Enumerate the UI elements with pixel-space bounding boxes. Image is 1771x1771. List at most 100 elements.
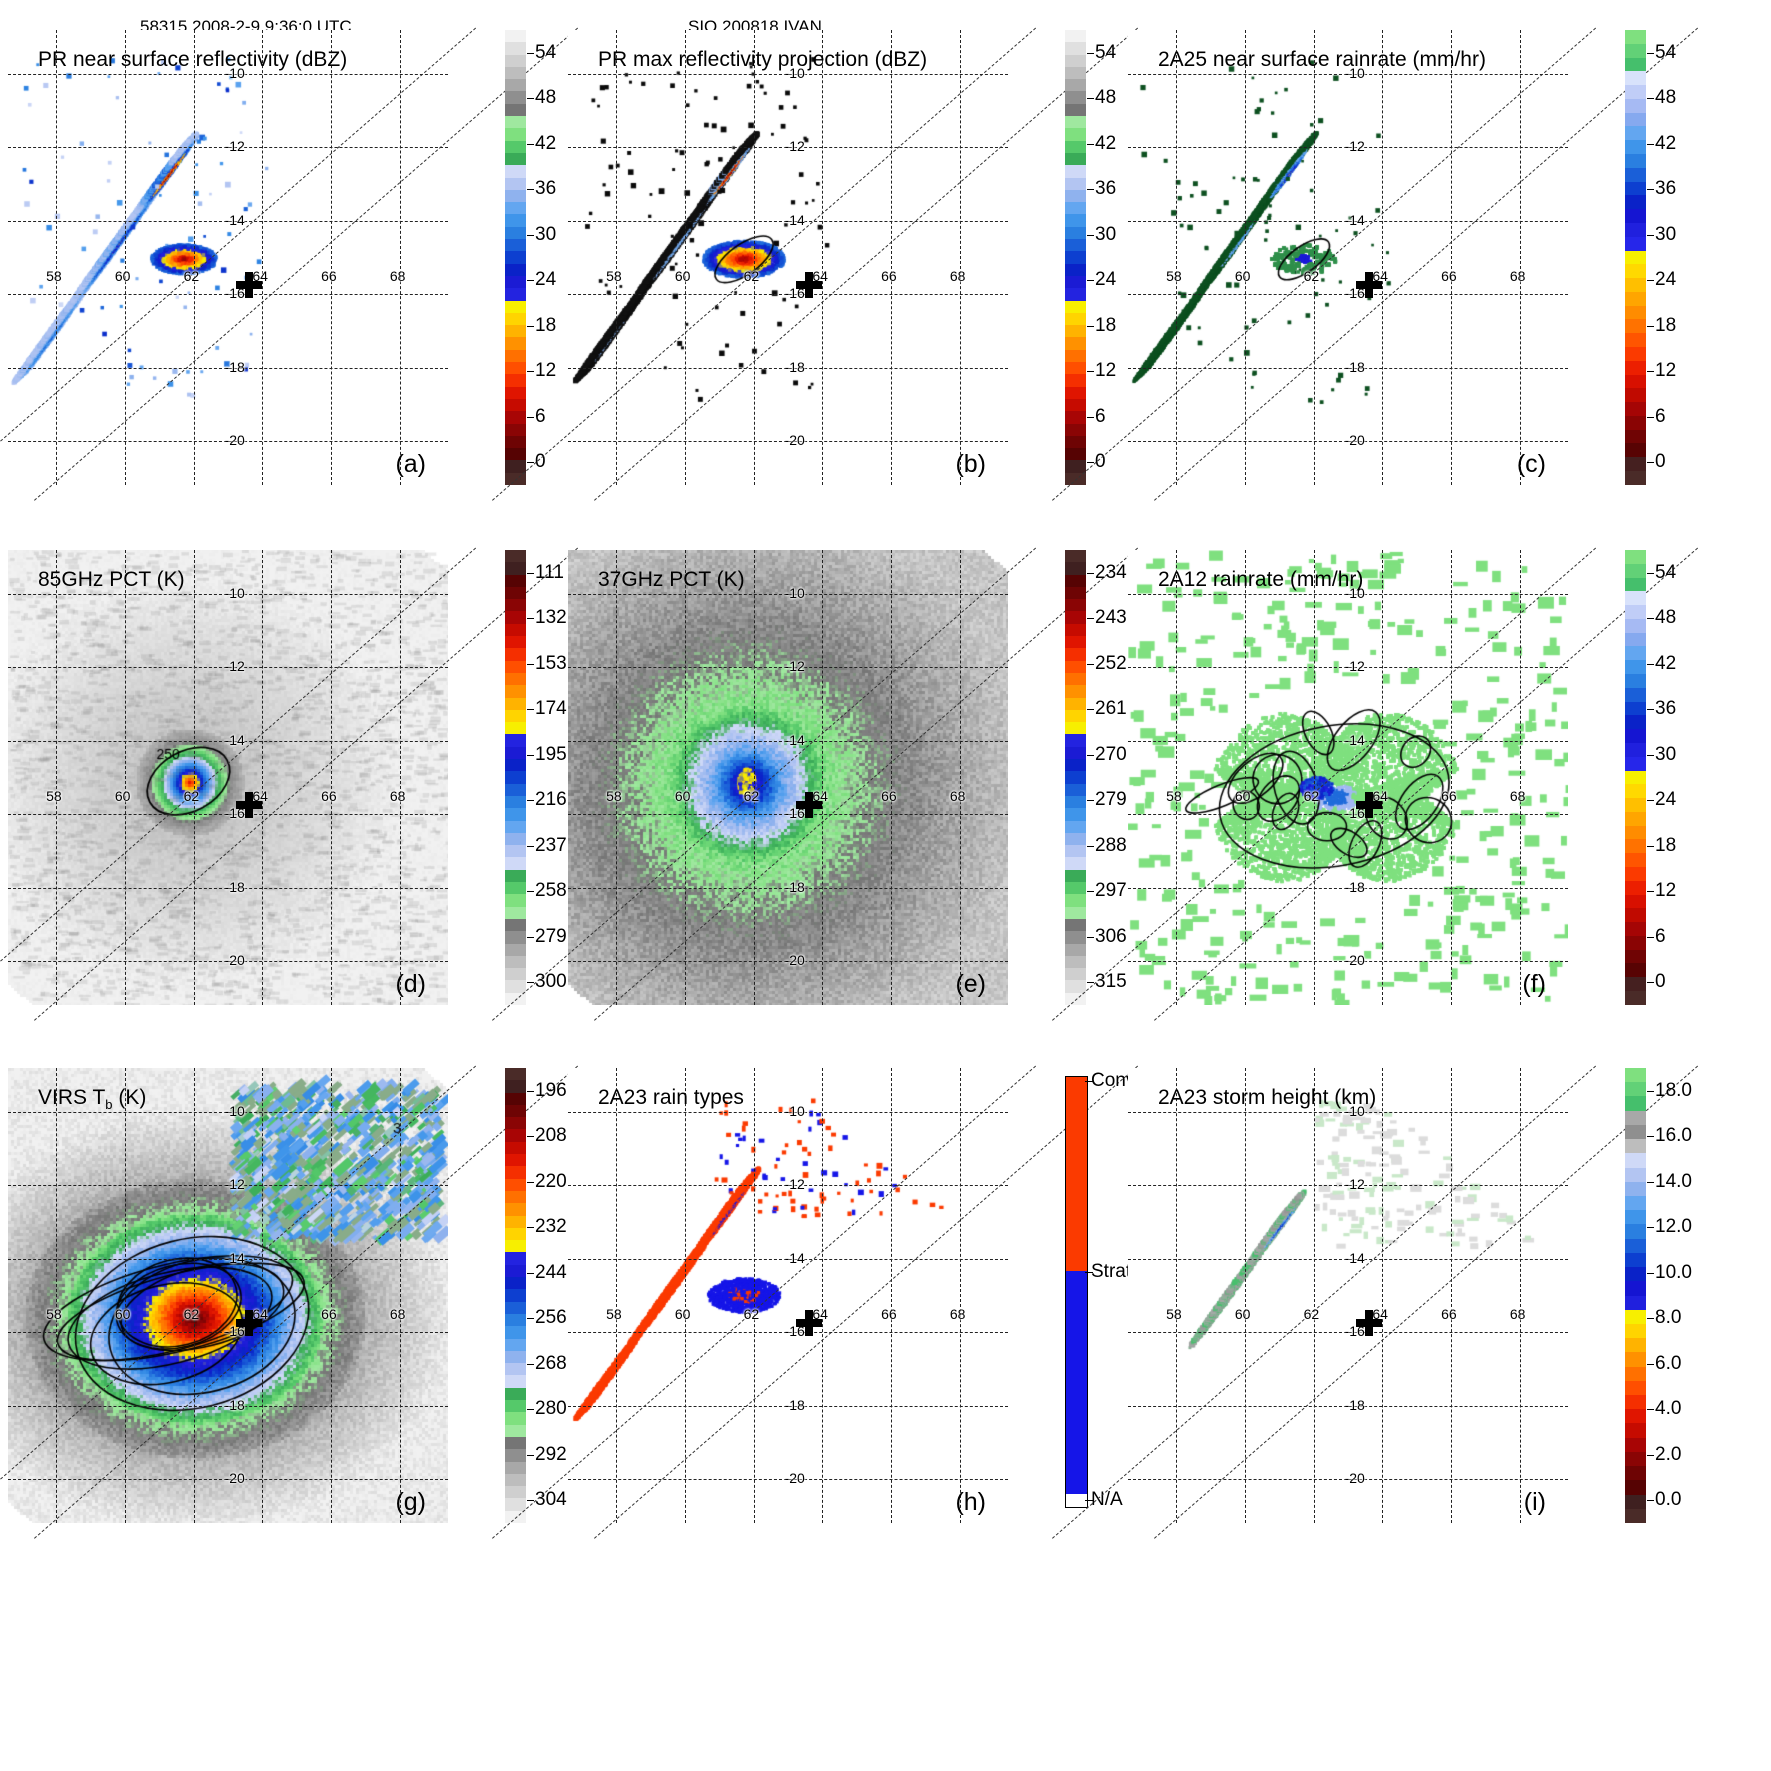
colorbar-segment (1625, 701, 1646, 716)
colorbar-segment (1625, 605, 1646, 619)
colorbar-tick-mark (1647, 982, 1654, 984)
colorbar-segment (1625, 908, 1646, 923)
colorbar-segment (505, 1375, 526, 1388)
colorbar-segment (1065, 795, 1086, 809)
lon-tick-label: 58 (606, 787, 622, 804)
lon-tick-label: 62 (1303, 787, 1320, 804)
colorbar-segment (1625, 1082, 1646, 1097)
colorbar-segment (1065, 325, 1086, 338)
gridline-lon-62 (193, 550, 195, 1005)
lon-tick-label: 64 (252, 787, 268, 804)
colorbar-segment (1065, 820, 1086, 833)
colorbar-segment (1065, 882, 1086, 895)
colorbar-segment (505, 759, 526, 772)
colorbar-segment (505, 312, 526, 326)
colorbar-segment (505, 300, 526, 313)
colorbar-segment (1065, 709, 1086, 723)
lon-tick-label: 60 (114, 1305, 131, 1322)
storm-center-marker (795, 1310, 822, 1337)
lon-tick-label: 62 (1303, 267, 1320, 284)
colorbar-tick-mark (527, 1318, 534, 1320)
colorbar-tick-label: 111 (535, 561, 564, 583)
colorbar-segment (505, 386, 526, 399)
panel-f: 58 60 62 64 66 68 -10 -12 -14 -16 -18 -20 2A12 rainr… (1052, 547, 1698, 1021)
gridline-lon-64 (822, 550, 824, 1005)
colorbar-segment (1625, 742, 1646, 757)
colorbar-tick-mark (1647, 618, 1654, 620)
colorbar-segment (505, 562, 526, 575)
colorbar-tick-mark (527, 663, 534, 665)
gridline-lon-62 (1313, 550, 1315, 1005)
colorbar-segment (505, 1080, 526, 1093)
colorbar-segment (1065, 931, 1086, 944)
gridline-lon-64 (822, 1068, 824, 1523)
colorbar-tick-mark (527, 143, 534, 145)
colorbar-tick-mark (1087, 98, 1094, 100)
colorbar-segment (505, 411, 526, 424)
storm-center-marker (795, 792, 822, 819)
lon-tick-label: 62 (743, 787, 760, 804)
colorbar-tick-label: 42 (1095, 132, 1117, 154)
colorbar-segment (1065, 857, 1086, 870)
colorbar-segment (1625, 674, 1646, 688)
lat-tick-label: -16 (1344, 285, 1365, 302)
colorbar-segment (1065, 411, 1086, 424)
lat-tick-label: -20 (224, 951, 245, 968)
gridline-lon-66 (331, 30, 333, 485)
panel-g-title: VIRS Tb (K) (38, 1086, 147, 1113)
colorbar-segment (1065, 54, 1086, 67)
colorbar-tick-mark (1087, 663, 1094, 665)
colorbar-gradient (505, 30, 526, 485)
colorbar-tick-label: 24 (1095, 269, 1117, 291)
colorbar-tick-mark (1087, 982, 1094, 984)
colorbar-segment (1065, 697, 1086, 710)
colorbar-segment (505, 882, 526, 895)
gridline-lon-66 (1451, 1068, 1453, 1523)
colorbar-tick-mark (1647, 709, 1654, 711)
gridline-lat--16 (8, 294, 448, 296)
gridline-lat--12 (568, 667, 1008, 669)
colorbar-segment (505, 1486, 526, 1499)
colorbar-segment (1065, 648, 1086, 661)
colorbar-segment (1625, 43, 1646, 58)
lat-tick-label: -18 (224, 1396, 245, 1413)
gridline-lon-60 (1244, 1068, 1246, 1523)
lat-tick-label: -18 (1344, 358, 1365, 375)
gridline-lon-68 (959, 550, 961, 1005)
colorbar-segment (505, 152, 526, 166)
gridline-lon-58 (1176, 30, 1178, 485)
colorbar-segment (1625, 1409, 1646, 1424)
lon-tick-label: 64 (1372, 267, 1388, 284)
gridline-lat--20 (568, 1478, 1008, 1480)
colorbar-segment (1625, 30, 1646, 44)
colorbar-tick-label: 16.0 (1655, 1125, 1692, 1147)
colorbar-segment (505, 30, 526, 43)
lon-tick-label: 66 (321, 267, 337, 284)
lon-tick-label: 58 (1166, 787, 1182, 804)
panel-g-label: (g) (395, 1488, 426, 1516)
colorbar-segment (505, 599, 526, 612)
colorbar-segment (505, 374, 526, 387)
gridline-lat--20 (568, 440, 1008, 442)
lat-tick-label: -10 (1344, 585, 1365, 602)
colorbar-segment (1625, 1096, 1646, 1111)
colorbar-tick-label: 196 (535, 1079, 567, 1101)
gridline-lon-58 (616, 1068, 618, 1523)
colorbar-segment (505, 857, 526, 870)
panel-i-label: (i) (1523, 1488, 1546, 1516)
lon-tick-label: 60 (674, 1305, 691, 1322)
panel-b-map-canvas (568, 30, 1008, 485)
colorbar-segment (505, 66, 526, 80)
colorbar-gradient (505, 1068, 526, 1523)
colorbar-segment (1065, 116, 1086, 129)
gridline-lat--14 (8, 220, 448, 222)
colorbar-segment (1065, 374, 1086, 387)
lat-tick-label: -12 (224, 1176, 245, 1193)
gridline-lon-64 (1382, 30, 1384, 485)
colorbar-segment (1625, 729, 1646, 743)
colorbar-segment (505, 906, 526, 919)
lat-tick-label: -18 (784, 878, 805, 895)
gridline-lon-62 (1313, 30, 1315, 485)
colorbar-segment (1065, 672, 1086, 686)
